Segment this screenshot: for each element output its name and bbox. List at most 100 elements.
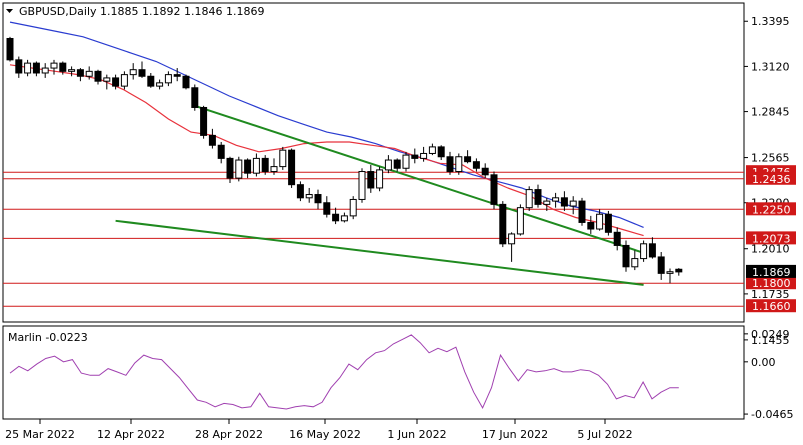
badge-label: 1.1660 [752, 300, 791, 313]
candle-body-bull [358, 171, 366, 200]
badge-bg [746, 299, 796, 313]
candle-body-bear [490, 174, 498, 205]
candle-body-bull [68, 69, 76, 72]
candle [208, 128, 216, 149]
candle-body-bear [587, 221, 595, 230]
candle [252, 153, 260, 177]
candle-body-bull [85, 70, 93, 77]
candle [68, 66, 76, 77]
candle [490, 171, 498, 210]
price-panel-frame [2, 2, 745, 323]
candle-body-bear [261, 157, 269, 173]
candle [288, 148, 296, 188]
candle-body-bear [314, 194, 322, 204]
candle-body-bull [420, 152, 428, 159]
badge-label: 1.2436 [752, 173, 791, 186]
candle [402, 151, 410, 172]
candle-body-bull [525, 189, 533, 209]
date-tick-label: 17 Jun 2022 [482, 428, 548, 441]
candle-body-bull [129, 69, 137, 76]
candle-body-bull [24, 62, 32, 74]
candle [384, 155, 392, 174]
candle [340, 212, 348, 223]
candle [613, 227, 621, 251]
candle [296, 181, 304, 202]
badge-label: 1.1800 [752, 277, 791, 290]
price-tick-label: 1.3120 [751, 60, 790, 73]
candle-body-bear [446, 156, 454, 173]
candle-body-bull [428, 146, 436, 154]
candle [270, 158, 278, 175]
candle-body-bull [376, 169, 384, 189]
candle-body-bull [516, 207, 524, 235]
candle [244, 158, 252, 179]
candle [525, 186, 533, 211]
candle [314, 189, 322, 210]
osc-tick-label: 0.00 [751, 356, 776, 369]
badge-bg [746, 171, 796, 185]
candle-body-bear [244, 159, 252, 174]
candle [112, 74, 120, 90]
candle [85, 66, 93, 80]
candle-body-bear [112, 77, 120, 87]
candle [94, 69, 102, 85]
candle [675, 268, 683, 276]
candle [182, 74, 190, 90]
candle-body-bull [596, 213, 604, 230]
candle [305, 187, 313, 203]
candle [604, 210, 612, 236]
candle-body-bear [472, 161, 480, 169]
candle-body-bull [508, 233, 516, 245]
candle-body-bull [235, 159, 243, 179]
candle-body-bear [464, 156, 472, 163]
price-tick-label: 1.1735 [751, 288, 790, 301]
trend-line-lower [115, 219, 644, 286]
candle [129, 63, 137, 80]
candle-body-bull [349, 198, 357, 217]
candle-body-bull [164, 74, 172, 84]
badge-label: 1.1869 [752, 266, 791, 279]
candle-body-bear [657, 256, 665, 274]
candle-body-bear [138, 69, 146, 77]
trend-channel [115, 104, 644, 286]
candle [164, 71, 172, 87]
candle [235, 156, 243, 182]
candle [657, 252, 665, 280]
candle [499, 201, 507, 248]
candle [6, 36, 14, 62]
oscillator-panel-frame [2, 325, 745, 420]
candle-body-bull [270, 166, 278, 173]
candle-body-bear [6, 37, 14, 61]
candle-body-bull [50, 62, 58, 69]
level-badge: 1.1660 [746, 299, 796, 313]
candle-body-bull [279, 149, 287, 168]
candle [261, 155, 269, 175]
dropdown-arrow-icon[interactable] [6, 9, 13, 13]
candle [200, 105, 208, 139]
candle-body-bear [622, 244, 630, 268]
candle [578, 197, 586, 226]
candle-body-bull [384, 159, 392, 171]
candle-body-bear [332, 213, 340, 222]
candle-body-bear [534, 189, 542, 205]
candle [508, 232, 516, 262]
candle-body-bear [560, 197, 568, 207]
candle-body-bull [402, 154, 410, 169]
price-tick-label: 1.2565 [751, 152, 790, 165]
candle [191, 84, 199, 111]
candle [648, 237, 656, 259]
candle-body-bull [120, 74, 128, 87]
date-tick-label: 28 Apr 2022 [195, 428, 263, 441]
candle [226, 156, 234, 184]
level-badge: 1.2436 [746, 171, 796, 186]
candle-body-bear [675, 268, 683, 273]
candle-body-bear [481, 167, 489, 176]
candle [76, 68, 84, 82]
candle-body-bull [156, 82, 164, 87]
candle-body-bear [200, 106, 208, 136]
price-tick-label: 1.3395 [751, 15, 790, 28]
candle [428, 143, 436, 156]
candle-body-bull [340, 215, 348, 222]
candle-body-bull [631, 258, 639, 268]
